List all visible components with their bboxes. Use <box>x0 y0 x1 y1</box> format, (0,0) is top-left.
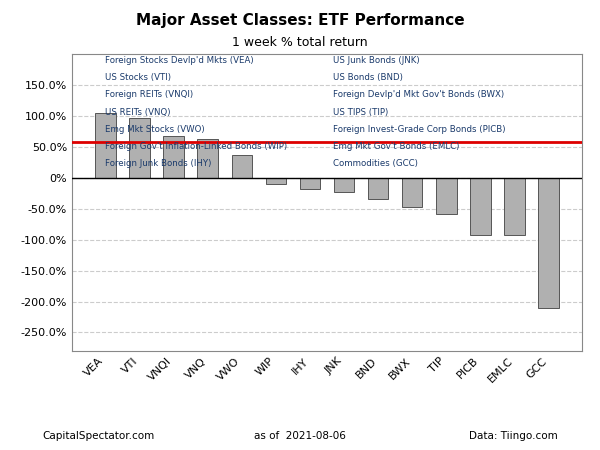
Text: as of  2021-08-06: as of 2021-08-06 <box>254 431 346 441</box>
Bar <box>402 178 422 207</box>
Text: Foreign Devlp'd Mkt Gov't Bonds (BWX): Foreign Devlp'd Mkt Gov't Bonds (BWX) <box>333 90 504 99</box>
Bar <box>538 178 559 308</box>
Bar <box>232 156 252 178</box>
Bar <box>129 118 150 178</box>
Text: US REITs (VNQ): US REITs (VNQ) <box>105 108 170 117</box>
Bar <box>95 113 116 178</box>
Bar <box>436 178 457 214</box>
Text: US Stocks (VTI): US Stocks (VTI) <box>105 73 171 82</box>
Bar <box>368 178 388 199</box>
Text: CapitalSpectator.com: CapitalSpectator.com <box>42 431 154 441</box>
Bar <box>334 178 354 192</box>
Bar <box>163 136 184 178</box>
Text: US Bonds (BND): US Bonds (BND) <box>333 73 403 82</box>
Bar <box>300 178 320 189</box>
Text: US TIPS (TIP): US TIPS (TIP) <box>333 108 388 117</box>
Text: Foreign Junk Bonds (IHY): Foreign Junk Bonds (IHY) <box>105 159 211 168</box>
Bar <box>504 178 525 235</box>
Bar <box>197 140 218 178</box>
Text: US Junk Bonds (JNK): US Junk Bonds (JNK) <box>333 56 419 65</box>
Text: Major Asset Classes: ETF Performance: Major Asset Classes: ETF Performance <box>136 14 464 28</box>
Bar <box>470 178 491 235</box>
Text: Foreign Invest-Grade Corp Bonds (PICB): Foreign Invest-Grade Corp Bonds (PICB) <box>333 125 506 134</box>
Text: Foreign REITs (VNQI): Foreign REITs (VNQI) <box>105 90 193 99</box>
Text: Emg Mkt Stocks (VWO): Emg Mkt Stocks (VWO) <box>105 125 205 134</box>
Text: Foreign Gov't Inflation-Linked Bonds (WIP): Foreign Gov't Inflation-Linked Bonds (WI… <box>105 142 287 151</box>
Bar <box>266 178 286 184</box>
Text: Commodities (GCC): Commodities (GCC) <box>333 159 418 168</box>
Text: Emg Mkt Gov't Bonds (EMLC): Emg Mkt Gov't Bonds (EMLC) <box>333 142 460 151</box>
Text: 1 week % total return: 1 week % total return <box>232 36 368 49</box>
Text: Foreign Stocks Devlp'd Mkts (VEA): Foreign Stocks Devlp'd Mkts (VEA) <box>105 56 254 65</box>
Text: Data: Tiingo.com: Data: Tiingo.com <box>469 431 558 441</box>
